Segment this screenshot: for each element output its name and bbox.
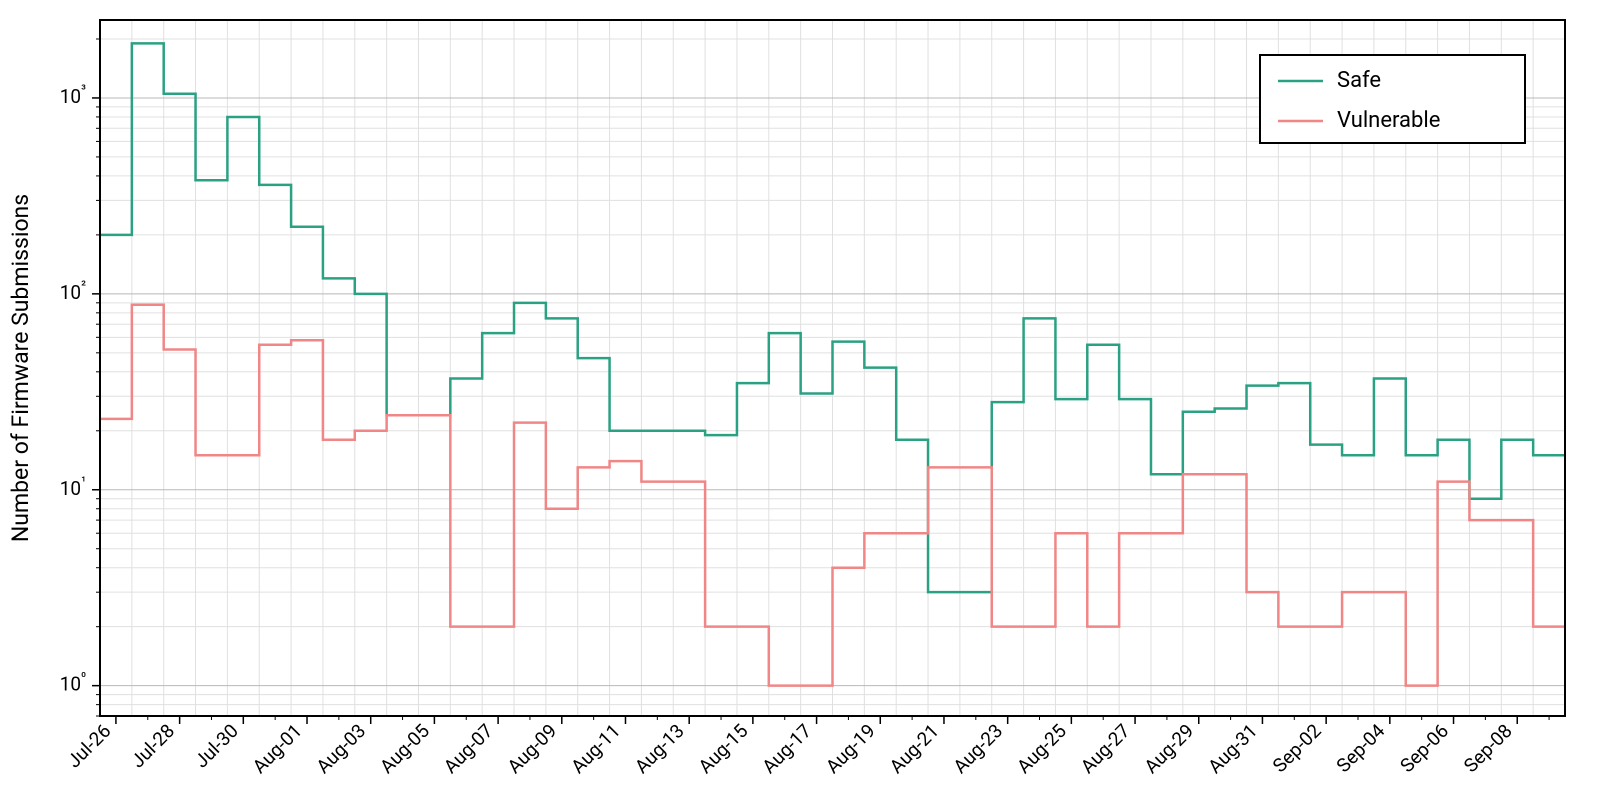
x-tick-label: Sep-04 (1332, 719, 1390, 777)
x-tick-label: Aug-17 (757, 719, 816, 778)
x-tick-label: Aug-13 (630, 719, 689, 778)
legend-label-vulnerable: Vulnerable (1337, 108, 1440, 133)
y-tick-label: 10² (60, 279, 86, 304)
x-tick-label: Aug-11 (566, 719, 625, 778)
x-tick-label: Sep-08 (1459, 719, 1517, 777)
x-tick-label: Aug-01 (248, 719, 307, 778)
x-tick-label: Aug-15 (694, 719, 753, 778)
x-tick-label: Jul-30 (190, 719, 243, 772)
x-tick-label: Aug-07 (439, 719, 498, 778)
x-tick-label: Aug-25 (1012, 719, 1071, 778)
x-tick-label: Sep-02 (1268, 719, 1326, 777)
firmware-submissions-chart: 10⁰10¹10²10³Jul-26Jul-28Jul-30Aug-01Aug-… (0, 0, 1600, 806)
y-tick-label: 10⁰ (60, 671, 86, 696)
x-tick-label: Aug-31 (1203, 719, 1262, 778)
x-tick-label: Aug-27 (1076, 719, 1135, 778)
legend-label-safe: Safe (1337, 68, 1381, 93)
x-tick-label: Aug-21 (885, 719, 944, 778)
x-tick-label: Sep-06 (1395, 719, 1453, 777)
y-axis-label: Number of Firmware Submissions (7, 194, 34, 542)
x-tick-label: Aug-09 (503, 719, 562, 778)
x-tick-label: Jul-28 (126, 719, 179, 772)
x-tick-label: Aug-19 (821, 719, 880, 778)
x-tick-label: Aug-03 (312, 719, 371, 778)
y-tick-label: 10³ (60, 83, 86, 108)
chart-container: 10⁰10¹10²10³Jul-26Jul-28Jul-30Aug-01Aug-… (0, 0, 1600, 806)
x-tick-label: Aug-29 (1140, 719, 1199, 778)
x-tick-label: Aug-23 (948, 719, 1007, 778)
y-tick-label: 10¹ (60, 475, 86, 500)
x-tick-label: Jul-26 (62, 719, 115, 772)
x-tick-label: Aug-05 (375, 719, 434, 778)
